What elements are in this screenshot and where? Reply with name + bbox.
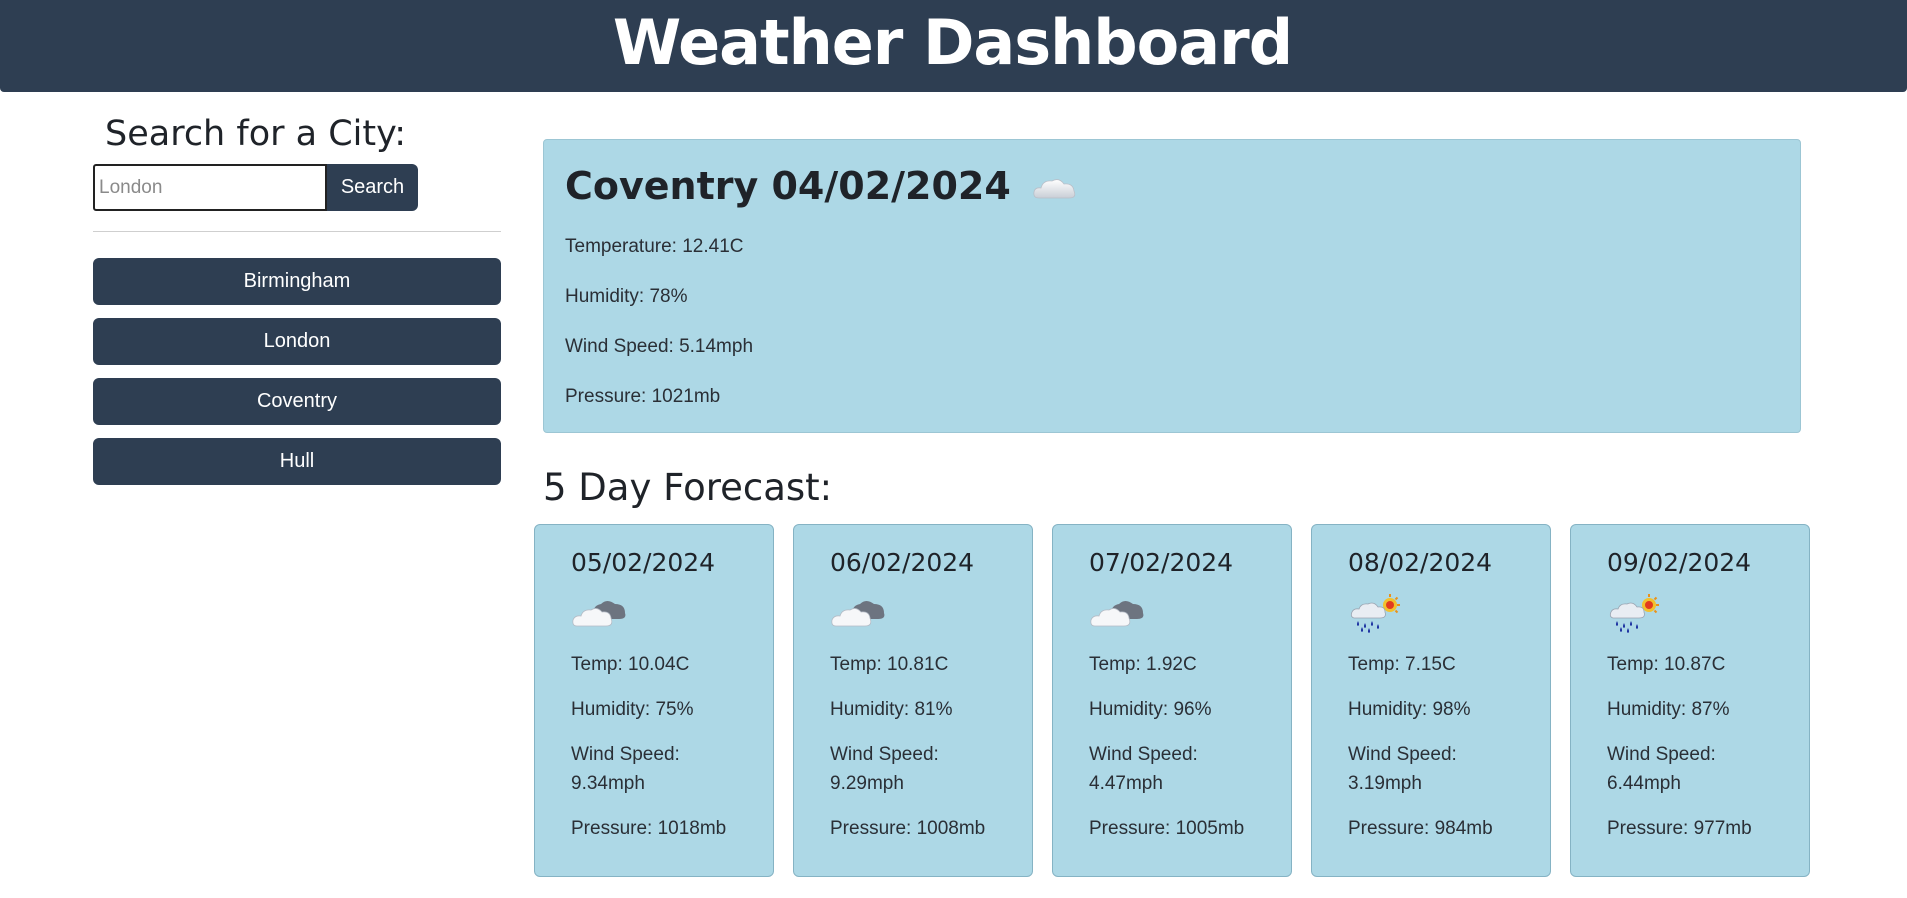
wind-value: 6.44mph: [1607, 773, 1681, 794]
overcast-clouds-icon: [1090, 601, 1144, 627]
forecast-pressure: Pressure: 977mb: [1607, 818, 1752, 839]
wind-label: Wind Speed:: [1348, 744, 1457, 765]
forecast-card: 09/02/2024 Temp: 10.87C Humidity: 87% W: [1570, 524, 1810, 877]
rain-sun-icon: [1609, 594, 1659, 633]
forecast-wind-speed: Wind Speed: 3.19mph: [1348, 740, 1514, 798]
forecast-row: 05/02/2024 Temp: 10.04C Humidity: 75% Wi…: [534, 524, 1810, 878]
forecast-date: 06/02/2024: [830, 548, 975, 577]
wind-value: 4.47mph: [1089, 773, 1163, 794]
forecast-date: 05/02/2024: [571, 548, 716, 577]
forecast-card: 06/02/2024 Temp: 10.81C Humidity: 81% Wi…: [793, 524, 1033, 877]
forecast-wind-speed: Wind Speed: 9.29mph: [830, 740, 996, 798]
forecast-title: 5 Day Forecast:: [543, 466, 833, 509]
forecast-humidity: Humidity: 87%: [1607, 699, 1730, 720]
city-button-coventry[interactable]: Coventry: [93, 378, 501, 425]
overcast-clouds-icon: [831, 601, 885, 627]
overcast-clouds-icon: [572, 601, 626, 627]
cloud-icon: [1033, 179, 1075, 199]
forecast-date: 07/02/2024: [1089, 548, 1234, 577]
rain-sun-icon: [1350, 594, 1400, 633]
forecast-pressure: Pressure: 984mb: [1348, 818, 1493, 839]
forecast-humidity: Humidity: 98%: [1348, 699, 1471, 720]
forecast-date: 08/02/2024: [1348, 548, 1493, 577]
forecast-temp: Temp: 1.92C: [1089, 654, 1197, 675]
forecast-date: 09/02/2024: [1607, 548, 1752, 577]
current-city-date: Coventry 04/02/2024: [565, 164, 1011, 208]
search-title: Search for a City:: [105, 114, 407, 154]
wind-value: 9.34mph: [571, 773, 645, 794]
forecast-humidity: Humidity: 75%: [571, 699, 694, 720]
current-weather-card: Coventry 04/02/2024 Temperature: 12.41C …: [543, 139, 1801, 433]
wind-label: Wind Speed:: [830, 744, 939, 765]
page-title: Weather Dashboard: [612, 5, 1293, 79]
wind-value: 3.19mph: [1348, 773, 1422, 794]
forecast-pressure: Pressure: 1008mb: [830, 818, 986, 839]
page-header: Weather Dashboard: [0, 0, 1907, 92]
forecast-card: 05/02/2024 Temp: 10.04C Humidity: 75% Wi…: [534, 524, 774, 877]
forecast-temp: Temp: 10.81C: [830, 654, 949, 675]
wind-label: Wind Speed:: [571, 744, 680, 765]
search-row: Search: [93, 164, 501, 211]
search-input[interactable]: [93, 164, 327, 211]
divider: [93, 231, 501, 232]
forecast-pressure: Pressure: 1018mb: [571, 818, 727, 839]
forecast-humidity: Humidity: 81%: [830, 699, 953, 720]
forecast-temp: Temp: 10.87C: [1607, 654, 1726, 675]
forecast-humidity: Humidity: 96%: [1089, 699, 1212, 720]
wind-value: 9.29mph: [830, 773, 904, 794]
forecast-wind-speed: Wind Speed: 6.44mph: [1607, 740, 1773, 798]
forecast-card: 07/02/2024 Temp: 1.92C Humidity: 96% Win…: [1052, 524, 1292, 877]
forecast-pressure: Pressure: 1005mb: [1089, 818, 1245, 839]
current-humidity: Humidity: 78%: [565, 286, 688, 307]
city-button-hull[interactable]: Hull: [93, 438, 501, 485]
current-pressure: Pressure: 1021mb: [565, 386, 721, 407]
search-button[interactable]: Search: [327, 164, 418, 211]
current-temperature: Temperature: 12.41C: [565, 236, 744, 257]
forecast-wind-speed: Wind Speed: 4.47mph: [1089, 740, 1255, 798]
city-history-list: Birmingham London Coventry Hull: [93, 258, 501, 485]
forecast-card: 08/02/2024 Temp: 7.15C Humidity: 98% Wi: [1311, 524, 1551, 877]
sidebar: Search for a City: Search Birmingham Lon…: [93, 110, 501, 498]
city-button-london[interactable]: London: [93, 318, 501, 365]
current-weather-header: Coventry 04/02/2024: [565, 164, 1779, 208]
forecast-temp: Temp: 7.15C: [1348, 654, 1456, 675]
forecast-wind-speed: Wind Speed: 9.34mph: [571, 740, 737, 798]
wind-label: Wind Speed:: [1607, 744, 1716, 765]
wind-label: Wind Speed:: [1089, 744, 1198, 765]
forecast-temp: Temp: 10.04C: [571, 654, 690, 675]
city-button-birmingham[interactable]: Birmingham: [93, 258, 501, 305]
current-wind-speed: Wind Speed: 5.14mph: [565, 336, 754, 357]
